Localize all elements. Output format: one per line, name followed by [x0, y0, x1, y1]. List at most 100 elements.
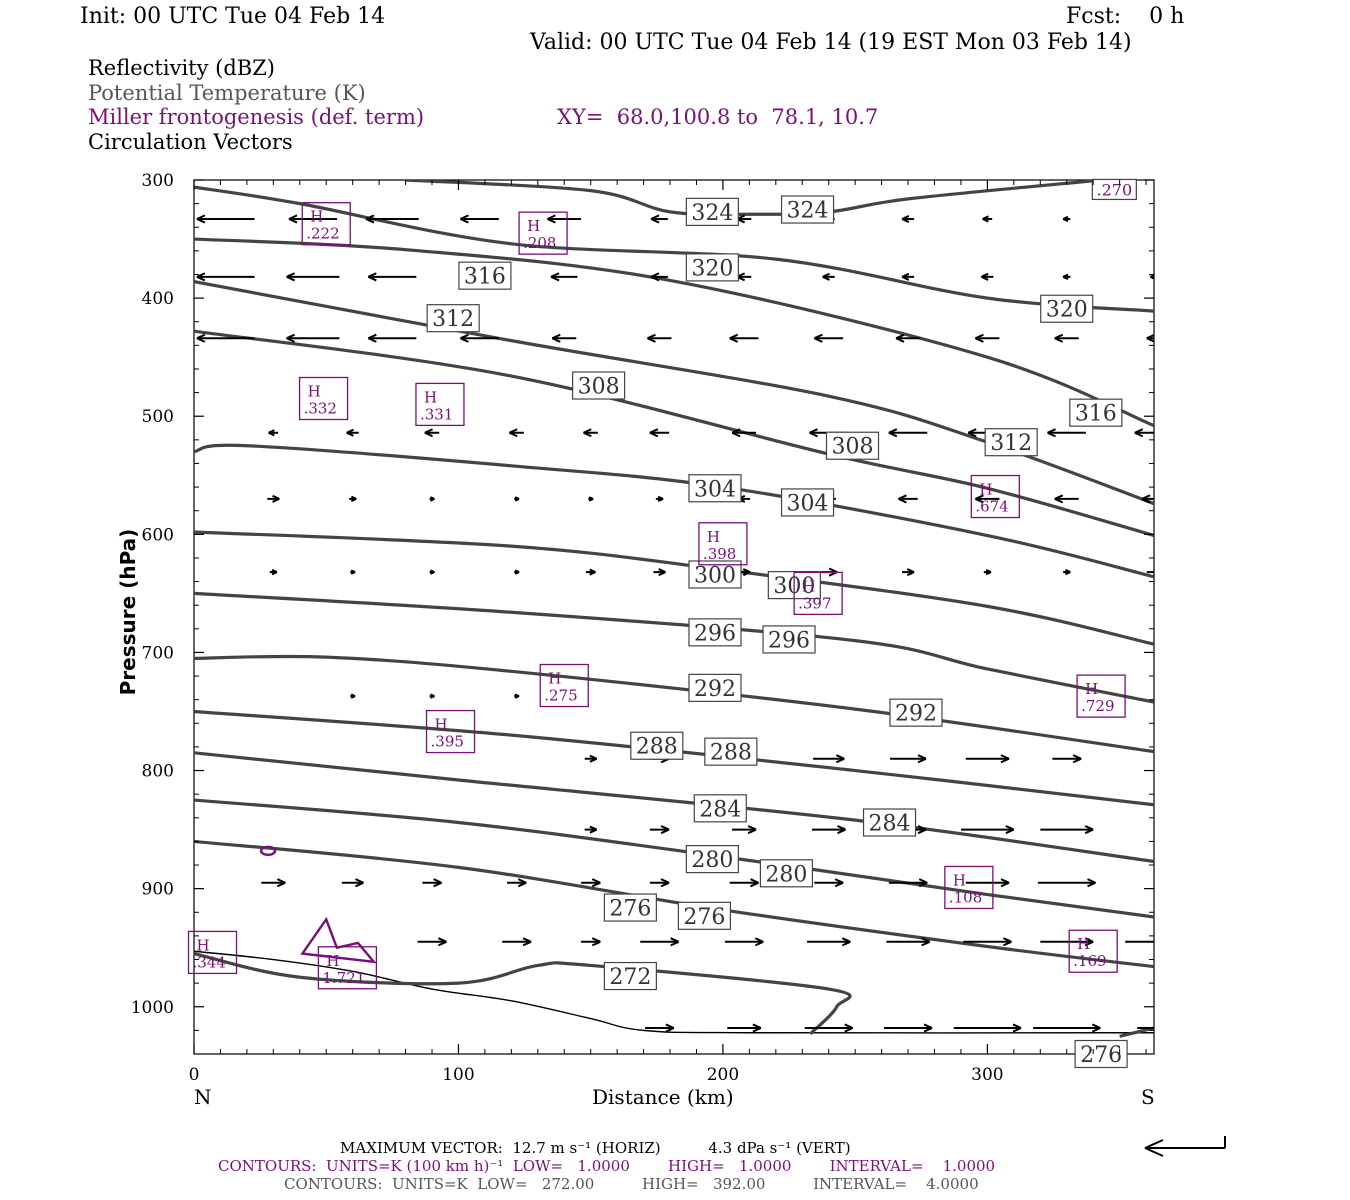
circulation-vector [1040, 937, 1094, 947]
circulation-vector [268, 429, 279, 437]
legend-potential-temperature: Potential Temperature (K) [88, 81, 366, 105]
circulation-vector [814, 878, 844, 888]
circulation-vector [346, 428, 359, 437]
circulation-vector [1033, 1023, 1101, 1033]
frontogenesis-maximum: H.332 [298, 376, 349, 421]
theta-label: 320 [1040, 294, 1094, 323]
frontogenesis-maximum: H1.721 [317, 946, 378, 990]
theta-label: 312 [984, 428, 1038, 457]
svg-text:300: 300 [694, 563, 736, 588]
circulation-vector [1146, 333, 1154, 343]
svg-text:316: 316 [464, 265, 506, 290]
circulation-vector [269, 569, 278, 576]
circulation-vector [581, 937, 601, 947]
frontogenesis-maximum: H.674 [970, 474, 1020, 519]
circulation-vector [367, 272, 417, 282]
circulation-vector [507, 878, 527, 888]
svg-text:276: 276 [1080, 1043, 1122, 1068]
theta-label: 292 [688, 673, 742, 702]
frontogenesis-maximum-label: H [802, 577, 815, 595]
theta-label: 308 [825, 431, 880, 460]
frontogenesis-maximum-label: H [527, 217, 540, 235]
theta-label: 300 [688, 560, 742, 589]
forecast-hour: Fcst: 0 h [1066, 4, 1185, 29]
x-tick-label: 0 [189, 1065, 200, 1085]
theta-label: .270 [1091, 178, 1137, 201]
frontogenesis-contour [300, 916, 377, 964]
frontogenesis-maximum-value: .222 [306, 225, 339, 243]
circulation-vector [460, 214, 499, 224]
circulation-vector [349, 495, 357, 502]
circulation-vector [895, 333, 921, 343]
circulation-vector [196, 333, 255, 343]
circulation-vector [890, 754, 927, 764]
frontogenesis-maximum-label: H [979, 481, 992, 499]
circulation-vector [1137, 1027, 1154, 1030]
circulation-vector [953, 1023, 1022, 1033]
frontogenesis-maximum: H.208 [518, 211, 568, 255]
circulation-vector [1037, 878, 1096, 888]
circulation-vector [898, 494, 918, 504]
frontogenesis-maximum-value: .729 [1081, 697, 1114, 715]
circulation-vector [888, 878, 928, 888]
circulation-vector [645, 1023, 675, 1033]
circulation-vector [901, 272, 915, 281]
circulation-vector [813, 754, 845, 764]
frontogenesis-maximum: H.729 [1076, 674, 1126, 718]
theta-label: 284 [862, 808, 917, 837]
circulation-vector [583, 428, 598, 438]
circulation-vector [807, 937, 851, 947]
circulation-vector [341, 878, 364, 888]
y-tick-label: 300 [142, 171, 174, 191]
svg-text:320: 320 [691, 256, 733, 281]
y-tick-label: 1000 [131, 998, 174, 1018]
circulation-vector [367, 333, 417, 343]
theta-label: 320 [685, 253, 739, 282]
frontogenesis-maximum-label: H [308, 383, 321, 401]
circulation-vector [811, 825, 846, 835]
theta-label: 276 [677, 901, 732, 930]
theta-label: 304 [688, 474, 742, 503]
frontogenesis-maximum-value: .395 [431, 733, 464, 751]
circulation-vector [551, 333, 577, 343]
theta-contour-276 [1119, 1026, 1154, 1038]
frontogenesis-maximum-label: H [197, 936, 210, 954]
circulation-vector [974, 494, 1000, 504]
frontogenesis-maximum: H.331 [415, 382, 465, 427]
frontogenesis-maximum-value: .344 [193, 953, 226, 971]
theta-contour-312 [194, 280, 1154, 506]
circulation-vector [1146, 567, 1154, 577]
circulation-vector [1062, 215, 1071, 223]
theta-contour-288 [194, 709, 1154, 807]
circulation-vector [429, 693, 435, 699]
x-end-label-south: S [1141, 1085, 1155, 1109]
svg-text:304: 304 [694, 477, 736, 502]
legend-circulation-vectors: Circulation Vectors [88, 130, 293, 154]
circulation-vector [1141, 494, 1154, 504]
frontogenesis-maximum-value: .398 [703, 545, 736, 563]
frontogenesis-contour-info: CONTOURS: UNITS=K (100 km h)⁻¹ LOW= 1.00… [218, 1157, 996, 1175]
circulation-vector [729, 878, 759, 888]
frontogenesis-maximum-value: .275 [544, 687, 577, 705]
circulation-vector [980, 272, 994, 281]
circulation-vector [584, 825, 598, 834]
frontogenesis-maximum-label: H [326, 952, 339, 970]
y-tick-label: 400 [142, 289, 174, 309]
circulation-vector [585, 568, 596, 576]
x-axis-label: Distance (km) [592, 1085, 734, 1109]
y-tick-label: 600 [142, 525, 174, 545]
theta-contour-284 [194, 751, 1154, 864]
circulation-vector [429, 496, 435, 502]
svg-text:284: 284 [699, 797, 741, 822]
svg-text:272: 272 [609, 965, 651, 990]
circulation-vector [655, 495, 664, 502]
circulation-vector [1054, 494, 1079, 504]
circulation-vector [886, 937, 931, 947]
circulation-vector [429, 569, 435, 575]
circulation-vector [196, 272, 255, 282]
frontogenesis-maximum-value: 1.721 [322, 969, 365, 987]
circulation-vector [727, 1023, 762, 1033]
frontogenesis-maximum: H.222 [301, 202, 351, 246]
theta-label: 272 [603, 961, 657, 991]
